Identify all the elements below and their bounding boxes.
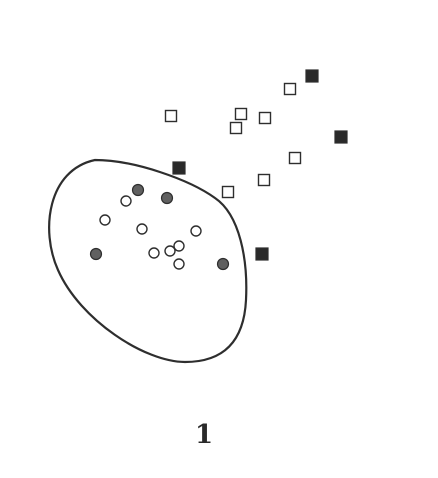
filled-circle-point — [131, 183, 145, 197]
filled-square-point — [255, 247, 269, 261]
open-circle-point — [136, 223, 148, 235]
open-square-point — [164, 109, 178, 123]
filled-square-point — [172, 161, 186, 175]
open-square-point — [257, 173, 271, 187]
filled-circle-point — [89, 247, 103, 261]
open-square-point — [283, 82, 297, 96]
open-square-point — [229, 121, 243, 135]
filled-circle-point — [216, 257, 230, 271]
open-circle-point — [173, 258, 185, 270]
filled-circle-point — [160, 191, 174, 205]
open-square-point — [234, 107, 248, 121]
open-circle-point — [99, 214, 111, 226]
open-square-point — [221, 185, 235, 199]
open-square-point — [258, 111, 272, 125]
filled-square-point — [305, 69, 319, 83]
filled-square-point — [334, 130, 348, 144]
open-square-point — [288, 151, 302, 165]
panel-label: 1 — [194, 420, 214, 450]
open-circle-point — [190, 225, 202, 237]
open-circle-point — [120, 195, 132, 207]
open-circle-point — [164, 245, 176, 257]
points-layer — [89, 69, 348, 271]
open-circle-point — [173, 240, 185, 252]
open-circle-point — [148, 247, 160, 259]
cluster-boundary — [48, 158, 248, 364]
